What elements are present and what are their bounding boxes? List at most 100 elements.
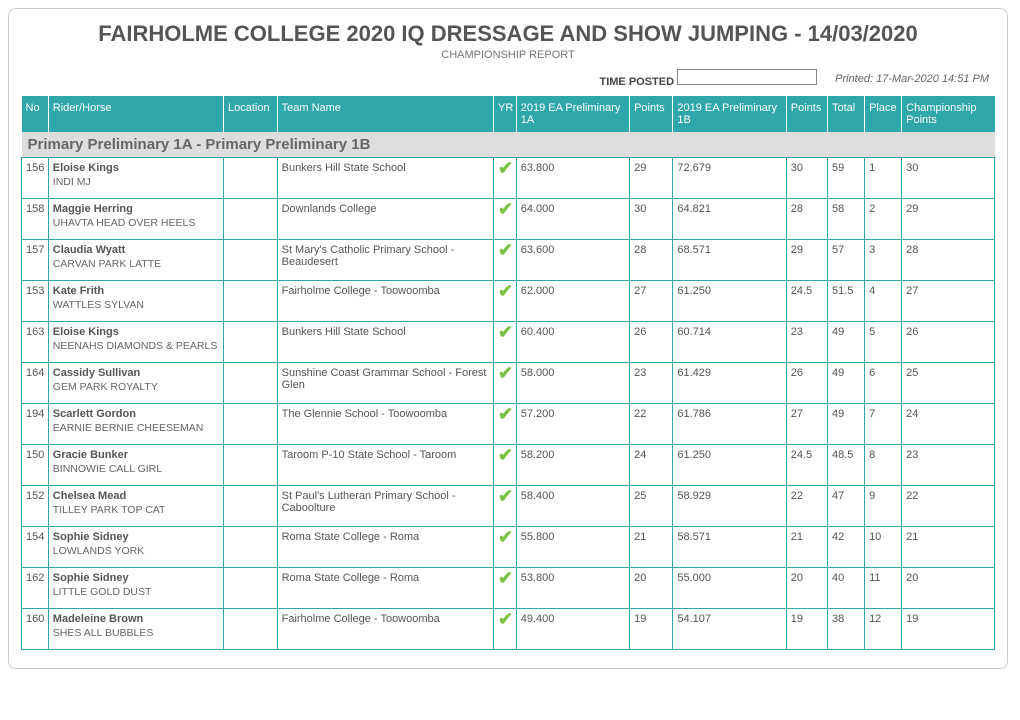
cell-no: 162 xyxy=(22,568,49,609)
table-row: 153Kate FrithWATTLES SYLVANFairholme Col… xyxy=(22,281,995,322)
cell-rider: Gracie BunkerBINNOWIE CALL GIRL xyxy=(48,445,223,486)
cell-1a: 55.800 xyxy=(516,527,629,568)
cell-location xyxy=(224,363,278,404)
cell-1b: 55.000 xyxy=(673,568,786,609)
cell-no: 153 xyxy=(22,281,49,322)
cell-pts2: 21 xyxy=(786,527,827,568)
cell-pts1: 23 xyxy=(630,363,673,404)
cell-location xyxy=(224,568,278,609)
cell-champ: 27 xyxy=(902,281,995,322)
cell-pts2: 30 xyxy=(786,158,827,199)
cell-location xyxy=(224,486,278,527)
cell-1b: 58.571 xyxy=(673,527,786,568)
time-posted-input[interactable] xyxy=(677,69,817,85)
cell-total: 51.5 xyxy=(827,281,864,322)
col-yr: YR xyxy=(494,96,517,132)
results-table: No Rider/Horse Location Team Name YR 201… xyxy=(21,96,995,656)
cell-location xyxy=(224,199,278,240)
cell-team: Sunshine Coast Grammar School - Forest G… xyxy=(277,363,493,404)
table-row: 154Sophie SidneyLOWLANDS YORKRoma State … xyxy=(22,527,995,568)
cell-pts2: 19 xyxy=(786,609,827,650)
cell-yr: ✔ xyxy=(494,445,517,486)
cell-place: 8 xyxy=(865,445,902,486)
cell-team: Roma State College - Roma xyxy=(277,568,493,609)
cell-location xyxy=(224,158,278,199)
cell-team: Roma State College - Roma xyxy=(277,527,493,568)
cell-1a: 58.200 xyxy=(516,445,629,486)
check-icon: ✔ xyxy=(498,613,513,625)
cell-1b: 61.250 xyxy=(673,445,786,486)
cell-team: Bunkers Hill State School xyxy=(277,158,493,199)
cell-1b: 68.571 xyxy=(673,240,786,281)
cell-total: 49 xyxy=(827,363,864,404)
cell-pts1: 26 xyxy=(630,322,673,363)
cell-yr: ✔ xyxy=(494,404,517,445)
cell-no: 194 xyxy=(22,404,49,445)
cell-pts1: 29 xyxy=(630,158,673,199)
cell-total: 59 xyxy=(827,158,864,199)
cell-champ: 26 xyxy=(902,322,995,363)
cell-pts2: 26 xyxy=(786,363,827,404)
section-title: Primary Preliminary 1A - Primary Prelimi… xyxy=(22,132,995,158)
cell-champ: 22 xyxy=(902,486,995,527)
table-body: Primary Preliminary 1A - Primary Prelimi… xyxy=(22,132,995,656)
cell-pts2: 29 xyxy=(786,240,827,281)
cell-champ: 28 xyxy=(902,240,995,281)
cell-team: Taroom P-10 State School - Taroom xyxy=(277,445,493,486)
cell-total: 38 xyxy=(827,609,864,650)
cell-1b: 64.821 xyxy=(673,199,786,240)
cell-rider: Cassidy SullivanGEM PARK ROYALTY xyxy=(48,363,223,404)
cell-pts2: 23 xyxy=(786,322,827,363)
cell-pts2: 20 xyxy=(786,568,827,609)
col-location: Location xyxy=(224,96,278,132)
cell-location xyxy=(224,609,278,650)
cell-no: 158 xyxy=(22,199,49,240)
cell-yr: ✔ xyxy=(494,240,517,281)
cell-yr: ✔ xyxy=(494,322,517,363)
cell-pts2: 27 xyxy=(786,404,827,445)
printed-timestamp: Printed: 17-Mar-2020 14:51 PM xyxy=(835,73,989,85)
check-icon: ✔ xyxy=(498,449,513,461)
cell-no: 164 xyxy=(22,363,49,404)
table-row: 150Gracie BunkerBINNOWIE CALL GIRL Taroom… xyxy=(22,445,995,486)
cell-rider: Scarlett GordonEARNIE BERNIE CHEESEMAN xyxy=(48,404,223,445)
cell-place: 9 xyxy=(865,486,902,527)
cell-no: 160 xyxy=(22,609,49,650)
col-champ: Championship Points xyxy=(902,96,995,132)
cell-team: St Mary's Catholic Primary School - Beau… xyxy=(277,240,493,281)
cell-yr: ✔ xyxy=(494,199,517,240)
col-place: Place xyxy=(865,96,902,132)
section-header-row: Primary Preliminary 1A - Primary Prelimi… xyxy=(22,132,995,158)
page-title: FAIRHOLME COLLEGE 2020 IQ DRESSAGE AND S… xyxy=(21,21,995,47)
cell-1b: 60.714 xyxy=(673,322,786,363)
cell-pts2: 24.5 xyxy=(786,281,827,322)
cell-location xyxy=(224,240,278,281)
check-icon: ✔ xyxy=(498,244,513,256)
table-row: 158Maggie HerringUHAVTA HEAD OVER HEELSD… xyxy=(22,199,995,240)
cell-place: 4 xyxy=(865,281,902,322)
cell-pts1: 21 xyxy=(630,527,673,568)
table-row: 164Cassidy SullivanGEM PARK ROYALTY Sunsh… xyxy=(22,363,995,404)
cell-place: 7 xyxy=(865,404,902,445)
cell-champ: 19 xyxy=(902,609,995,650)
table-row: 156Eloise KingsINDI MJBunkers Hill State… xyxy=(22,158,995,199)
check-icon: ✔ xyxy=(498,203,513,215)
check-icon: ✔ xyxy=(498,531,513,543)
table-row: 194Scarlett GordonEARNIE BERNIE CHEESEMA… xyxy=(22,404,995,445)
table-row: 152Chelsea MeadTILLEY PARK TOP CATSt Pau… xyxy=(22,486,995,527)
page-subtitle: CHAMPIONSHIP REPORT xyxy=(21,49,995,61)
cell-pts1: 25 xyxy=(630,486,673,527)
cell-place: 11 xyxy=(865,568,902,609)
cell-1b: 54.107 xyxy=(673,609,786,650)
cell-total: 47 xyxy=(827,486,864,527)
cell-champ: 23 xyxy=(902,445,995,486)
cell-yr: ✔ xyxy=(494,609,517,650)
cell-no: 150 xyxy=(22,445,49,486)
cell-1b: 58.929 xyxy=(673,486,786,527)
table-row: 157Claudia WyattCARVAN PARK LATTESt Mary… xyxy=(22,240,995,281)
cell-rider: Kate FrithWATTLES SYLVAN xyxy=(48,281,223,322)
check-icon: ✔ xyxy=(498,367,513,379)
cell-yr: ✔ xyxy=(494,281,517,322)
cell-team: Downlands College xyxy=(277,199,493,240)
col-total: Total xyxy=(827,96,864,132)
